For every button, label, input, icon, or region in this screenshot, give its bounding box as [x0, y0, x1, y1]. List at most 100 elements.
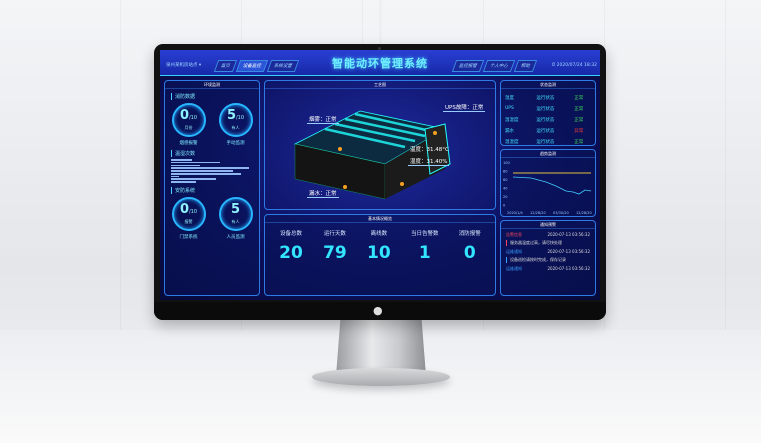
security-gauge-2: 5 有人 人员监测: [218, 196, 253, 240]
monitor-base: [312, 368, 450, 386]
stat-alarms-today: 当日告警数 1: [411, 231, 439, 263]
status-state: 运行状态: [536, 106, 555, 112]
x-tick-label: 12/28/20: [530, 211, 546, 215]
stat-device-total: 设备总数 20: [279, 231, 303, 263]
security-section-label: 安防系统: [171, 186, 259, 194]
alarm-item[interactable]: 告警信息 2020-07-13 03:56:32 服务器温度过高，请尽快处理: [506, 232, 590, 246]
y-tick-label: 40: [503, 187, 507, 191]
nav-settings[interactable]: 系统设置: [266, 60, 300, 72]
ups-callout: UPS故障：正常: [443, 105, 486, 112]
bar: [171, 175, 180, 178]
y-tick-label: 20: [503, 195, 507, 199]
status-row: 漏水 运行状态 异常: [501, 125, 595, 136]
status-badge: 正常: [574, 106, 584, 112]
status-state: 运行状态: [536, 95, 555, 101]
bar: [171, 159, 192, 161]
nav-alarm[interactable]: 监控报警: [451, 60, 485, 72]
nav-help[interactable]: 帮助: [513, 60, 538, 72]
fire-section-label: 消防数据: [171, 93, 259, 100]
status-name: 温湿度: [505, 139, 519, 145]
status-badge: 异常: [574, 128, 584, 134]
alarm-panel: 通知预警 告警信息 2020-07-13 03:56:32 服务器温度过高，请尽快处…: [500, 220, 596, 296]
process-title: 工艺图: [265, 81, 495, 89]
status-state: 运行状态: [536, 139, 555, 145]
process-diagram-panel: 工艺图 烟雾：正常 UPS故障：正常 温度：31.48°C 湿度：31.40% …: [264, 80, 496, 210]
alarm-time: 2020-07-13 03:56:32: [547, 232, 590, 237]
overview-title: 基本情况概览: [265, 215, 495, 223]
overview-panel: 基本情况概览 设备总数 20 运行天数 79 离线数 10 当日告警数 1 消防报警 0: [264, 214, 496, 296]
bar: [171, 167, 249, 169]
alarm-type: 运维通知: [506, 249, 522, 254]
status-name: 漏水: [505, 128, 514, 134]
status-panel: 状态监测 温度 运行状态 正常 UPS 运行状态 正常 温湿度 运行状态 正常 漏水 运行状态 异常温…: [500, 80, 596, 146]
trend-series-lower: [512, 176, 592, 195]
bars-section-label: 温湿次数: [171, 150, 259, 157]
status-row: UPS 运行状态 正常: [501, 103, 595, 114]
alarm-type: 告警信息: [506, 232, 522, 237]
stat-offline: 离线数 10: [367, 231, 391, 263]
nav-device-monitor[interactable]: 设备监控: [235, 60, 269, 72]
y-tick-label: 80: [503, 170, 507, 174]
bar: [171, 181, 196, 183]
y-tick-label: 60: [503, 178, 507, 182]
smoke-callout: 烟雾：正常: [307, 117, 339, 124]
monitor-stand: [336, 318, 426, 376]
header-bar: 泉州某机房站点 ▾ 首页 设备监控 系统设置 智能动环管理系统 监控报警 个人中…: [160, 50, 600, 76]
status-state: 运行状态: [536, 117, 555, 123]
y-tick-label: 100: [503, 161, 510, 165]
server-room-illustration: [293, 110, 451, 200]
status-badge: 正常: [574, 139, 584, 145]
status-row: 温度 运行状态 正常: [501, 92, 595, 103]
bar: [171, 164, 200, 167]
nav-home[interactable]: 首页: [213, 60, 238, 72]
alarm-text: 服务器温度过高，请尽快处理: [506, 240, 590, 246]
status-row: 温湿度 运行状态 正常: [501, 114, 595, 125]
status-title: 状态监测: [501, 81, 595, 89]
status-name: UPS: [505, 106, 514, 111]
status-table: 温度 运行状态 正常 UPS 运行状态 正常 温湿度 运行状态 正常 漏水 运行状态 异常 温湿度 运行状…: [501, 92, 595, 147]
fire-gauge-1: 0/10 月份 烟感报警: [171, 103, 206, 146]
x-tick-label: 2020/1/4: [507, 211, 523, 215]
alarm-time: 2020-07-13 03:56:32: [547, 249, 590, 254]
status-badge: 正常: [574, 95, 584, 101]
page-title: 智能动环管理系统: [332, 57, 428, 70]
left-panel-title: 环境监测: [165, 81, 259, 89]
monitor-chin: ●: [154, 302, 606, 320]
site-select[interactable]: 泉州某机房站点 ▾: [166, 63, 202, 68]
alarm-time: 2020-07-13 03:56:32: [547, 266, 590, 271]
alarm-item[interactable]: 运维通知 2020-07-13 03:56:32: [506, 266, 590, 272]
bar: [171, 178, 217, 181]
alarm-item[interactable]: 运维通知 2020-07-13 03:56:32 设备巡检请按时完成，保存记录: [506, 249, 590, 263]
leak-callout: 漏水：正常: [307, 191, 339, 198]
datetime: ⏱ 2020/07/24 18:32: [551, 63, 597, 68]
trend-panel: 趋势监测 100 80 60 40 20 0 2020/1/4 12/28/20 03/30/2…: [500, 149, 596, 217]
alarm-title: 通知预警: [501, 221, 595, 229]
dashboard-screen: 泉州某机房站点 ▾ 首页 设备监控 系统设置 智能动环管理系统 监控报警 个人中…: [160, 50, 600, 300]
status-name: 温度: [505, 95, 514, 101]
status-state: 运行状态: [536, 128, 555, 134]
x-tick-label: 03/30/20: [553, 211, 569, 215]
camera-icon: [378, 47, 381, 50]
bar-list: [171, 159, 253, 183]
bar: [171, 170, 233, 172]
nav-profile[interactable]: 个人中心: [482, 60, 516, 72]
alarm-text: 设备巡检请按时完成，保存记录: [506, 257, 590, 263]
temp-callout: 温度：31.48°C: [410, 147, 449, 153]
y-tick-label: 0: [503, 204, 505, 208]
left-panel: 环境监测 消防数据 0/10 月份 烟感报警 5/10 有人 手动监测 温湿次数 安防系…: [164, 80, 260, 296]
alarm-type: 运维通知: [506, 266, 522, 271]
humidity-callout: 湿度：31.40%: [408, 159, 450, 166]
security-gauge-1: 0/10 报警 门禁系统: [171, 196, 206, 240]
x-tick-label: 12/28/20: [576, 211, 592, 215]
nav-right: 监控报警 个人中心 帮助: [451, 60, 538, 72]
fire-gauge-2: 5/10 有人 手动监测: [218, 103, 253, 146]
bar: [171, 161, 221, 164]
monitor: 泉州某机房站点 ▾ 首页 设备监控 系统设置 智能动环管理系统 监控报警 个人中…: [154, 44, 606, 320]
stat-run-days: 运行天数 79: [323, 231, 347, 263]
nav-left: 首页 设备监控 系统设置: [213, 60, 300, 72]
status-row: 温湿度 运行状态 正常: [501, 136, 595, 147]
bar: [171, 172, 241, 175]
apple-logo-icon: ●: [373, 304, 383, 317]
stat-fire-alarm: 消防报警 0: [458, 231, 481, 263]
